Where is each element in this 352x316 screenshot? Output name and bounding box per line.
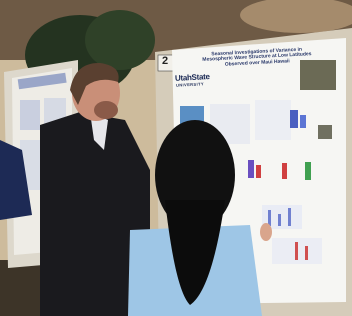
poster-chart: [282, 163, 287, 179]
poster-photo: [300, 60, 336, 90]
poster-chart: [295, 242, 298, 260]
poster-chart: [305, 246, 308, 260]
poster-chart: [268, 210, 271, 226]
poster-chart: [278, 214, 281, 226]
poster-chart: [256, 165, 261, 178]
man-beard: [94, 101, 118, 119]
poster-panel: [255, 100, 291, 140]
poster-chart: [305, 162, 311, 180]
left-poster-panel: [20, 100, 40, 130]
poster-number: 2: [162, 56, 168, 68]
poster-chart: [248, 160, 254, 178]
plant: [85, 10, 155, 70]
poster-photo: [318, 125, 332, 139]
poster-chart: [300, 115, 306, 128]
photo: 2 Seasonal Investigations of Variance in…: [0, 0, 352, 316]
poster-chart: [290, 110, 298, 128]
woman-hand: [260, 223, 272, 241]
poster-chart: [288, 208, 291, 226]
